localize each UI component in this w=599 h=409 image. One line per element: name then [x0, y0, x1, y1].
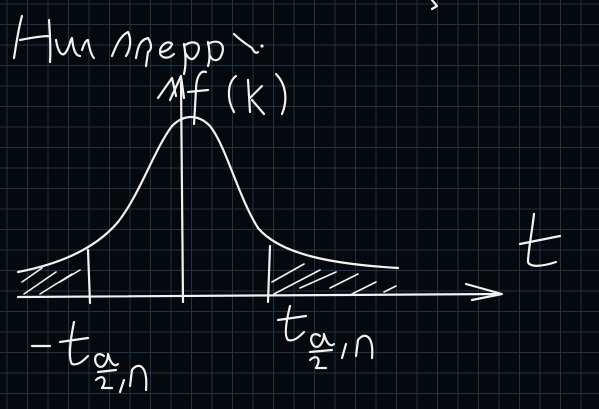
right-tail-shading: [271, 263, 397, 295]
heading-handwriting: [12, 14, 264, 76]
left-critical-label: [30, 320, 148, 394]
left-tail-shading: [21, 267, 81, 295]
x-axis: [16, 292, 502, 299]
y-axis-arrowhead: [168, 74, 186, 102]
right-critical-tick: [266, 244, 272, 304]
x-axis-arrowhead: [464, 282, 504, 302]
density-curve: [16, 115, 400, 274]
y-axis-label-handwriting: [156, 70, 287, 126]
right-critical-label: [276, 304, 374, 370]
x-axis-label-handwriting: [518, 212, 562, 267]
left-critical-tick: [86, 248, 92, 305]
stray-mark: [430, 0, 439, 11]
y-axis: [179, 80, 185, 304]
